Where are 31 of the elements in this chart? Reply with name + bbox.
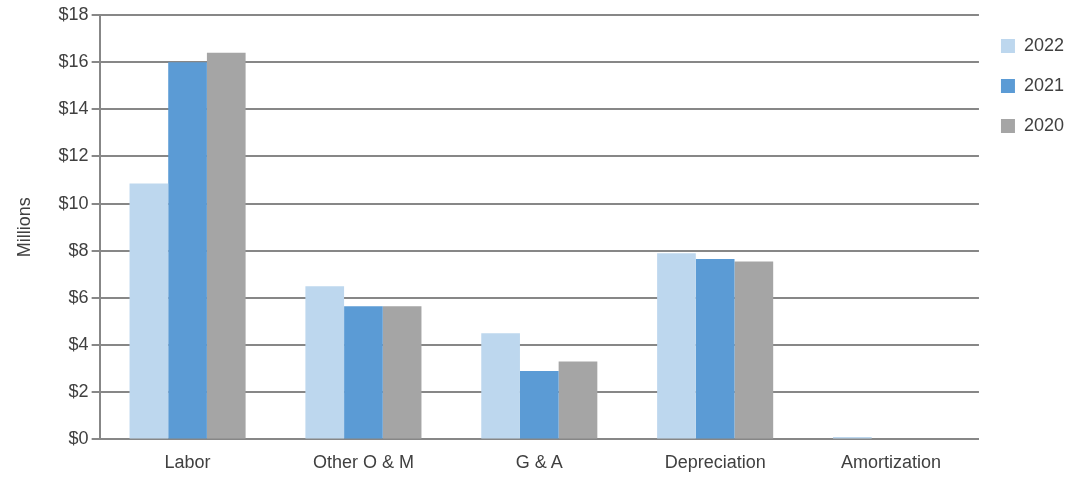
y-axis-title: Millions [13, 197, 34, 258]
bar [734, 261, 774, 439]
bar [305, 286, 345, 439]
bar [344, 306, 383, 439]
y-tick-label: $10 [58, 192, 89, 213]
bar [481, 333, 520, 439]
bar [206, 52, 246, 439]
x-tick-label: Labor [164, 452, 211, 473]
bar [558, 361, 598, 439]
legend-label: 2021 [1023, 74, 1064, 95]
bar [695, 259, 735, 439]
legend-label: 2022 [1023, 34, 1064, 55]
x-tick-label: Depreciation [664, 452, 766, 473]
x-tick-label: Other O & M [312, 452, 414, 473]
x-tick-label: Amortization [841, 452, 942, 473]
y-tick-label: $16 [58, 51, 89, 72]
y-tick-label: $0 [68, 428, 89, 449]
y-tick-label: $14 [58, 98, 89, 119]
y-tick-label: $18 [58, 3, 89, 24]
bar [168, 62, 207, 439]
bar [657, 253, 696, 439]
y-tick-label: $8 [68, 239, 89, 260]
legend-label: 2020 [1023, 114, 1064, 135]
y-tick-label: $6 [68, 286, 89, 307]
x-tick-label: G & A [515, 452, 563, 473]
bar [129, 183, 169, 439]
y-tick-label: $2 [68, 381, 89, 402]
y-tick-label: $12 [58, 145, 89, 166]
bar [382, 306, 422, 439]
y-tick-label: $4 [68, 334, 89, 355]
bar [519, 371, 559, 439]
